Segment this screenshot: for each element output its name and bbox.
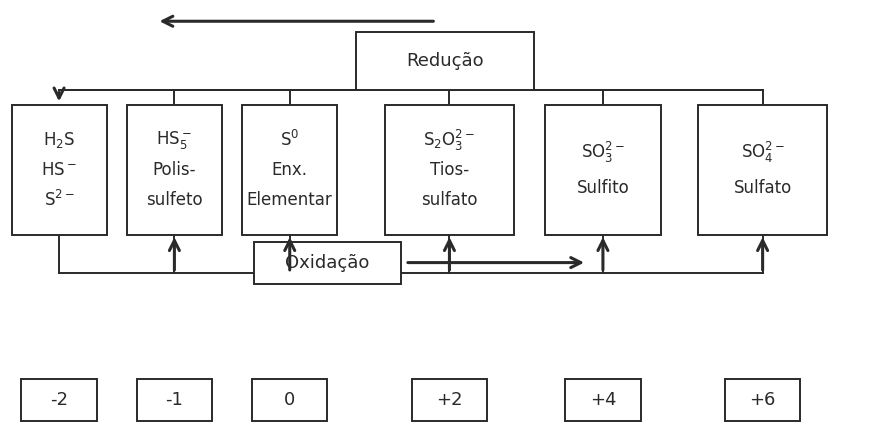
Text: HS$^-_5$: HS$^-_5$ (157, 129, 192, 151)
Bar (127, 105, 222, 235)
Text: Redução: Redução (406, 52, 484, 70)
Bar (546, 105, 660, 235)
Text: sulfato: sulfato (421, 191, 478, 209)
Bar (12, 105, 107, 235)
Bar (21, 379, 97, 420)
Bar (242, 105, 337, 235)
Text: S$^0$: S$^0$ (280, 130, 299, 150)
Bar (385, 105, 514, 235)
Text: -1: -1 (166, 391, 183, 408)
Text: HS$^-$: HS$^-$ (41, 161, 77, 179)
Text: H$_2$S: H$_2$S (43, 130, 75, 150)
Text: sulfeto: sulfeto (146, 191, 203, 209)
Text: Sulfito: Sulfito (577, 179, 629, 197)
Text: S$^{2-}$: S$^{2-}$ (44, 190, 75, 210)
Bar (255, 242, 400, 284)
Bar (252, 379, 328, 420)
Text: Sulfato: Sulfato (733, 179, 792, 197)
Text: +4: +4 (590, 391, 616, 408)
Text: -2: -2 (50, 391, 68, 408)
Bar (137, 379, 212, 420)
Bar (412, 379, 487, 420)
Bar (356, 32, 534, 90)
Text: SO$_4^{2-}$: SO$_4^{2-}$ (740, 140, 785, 165)
Text: Elementar: Elementar (247, 191, 333, 209)
Bar (565, 379, 641, 420)
Text: Tios-: Tios- (430, 161, 469, 179)
Text: S$_2$O$_3^{2-}$: S$_2$O$_3^{2-}$ (424, 127, 475, 153)
Bar (699, 105, 827, 235)
Text: Oxidação: Oxidação (286, 254, 369, 272)
Text: +6: +6 (749, 391, 776, 408)
Text: SO$_3^{2-}$: SO$_3^{2-}$ (581, 140, 625, 165)
Text: Enx.: Enx. (271, 161, 308, 179)
Bar (725, 379, 800, 420)
Text: 0: 0 (284, 391, 295, 408)
Text: Polis-: Polis- (153, 161, 196, 179)
Text: +2: +2 (436, 391, 463, 408)
